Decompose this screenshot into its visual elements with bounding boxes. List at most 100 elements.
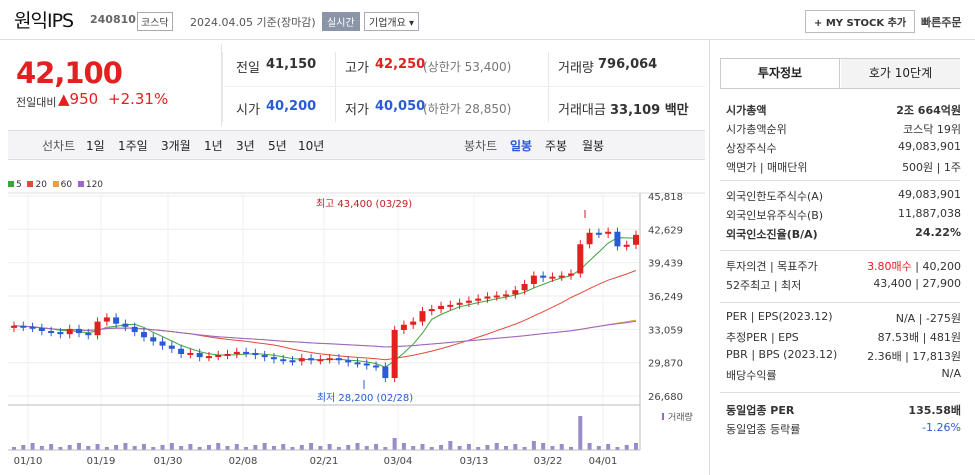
- candle-body: [623, 244, 630, 247]
- info-row: 배당수익률 N/A: [726, 367, 961, 383]
- tab-investment-info[interactable]: 투자정보: [721, 59, 840, 88]
- info-row: 시가총액 2조 664억원: [726, 102, 961, 118]
- volume-bar: [253, 445, 258, 450]
- candle-body: [224, 353, 231, 356]
- period-3m[interactable]: 3개월: [161, 139, 191, 153]
- period-1w[interactable]: 1주일: [118, 139, 148, 153]
- period-5y[interactable]: 5년: [268, 139, 287, 153]
- x-tick-label: 03/04: [384, 456, 413, 467]
- candle-body: [298, 358, 305, 362]
- info-row-value: 3.80매수 | 40,200: [867, 260, 961, 273]
- ma5-line: [13, 237, 637, 368]
- volume-bar: [327, 444, 332, 450]
- price-chart[interactable]: 45,818 42,629 39,439 36,249 33,059 29,870 26,6…: [8, 160, 705, 475]
- period-1y[interactable]: 1년: [204, 139, 223, 153]
- candle-body: [465, 300, 472, 303]
- candle-body: [503, 294, 510, 297]
- change-label: 전일대비: [16, 96, 57, 109]
- candle-body: [205, 356, 212, 359]
- info-row-label: 52주최고 | 최저: [726, 279, 802, 292]
- volume-bar: [318, 446, 323, 450]
- candle-body: [261, 355, 268, 358]
- candle-body: [196, 352, 203, 358]
- info-row-value: N/A: [941, 367, 961, 380]
- volume-bar: [448, 441, 453, 450]
- candle-body: [131, 326, 138, 333]
- stock-header: 원익IPS 240810 코스닥 2024.04.05 기준(장마감) 실시간 …: [0, 0, 975, 40]
- candle-body: [122, 323, 129, 327]
- candle-body: [289, 360, 296, 363]
- volume-bar: [569, 447, 574, 450]
- quick-order-button[interactable]: 빠른주문: [921, 16, 962, 29]
- candle-body: [308, 358, 315, 361]
- candle-body: [103, 317, 110, 322]
- volume-bar: [225, 446, 230, 450]
- prev-value: 41,150: [266, 57, 317, 72]
- candle-body: [85, 333, 92, 336]
- candle-monthly[interactable]: 월봉: [582, 139, 605, 153]
- info-row-label: PBR | BPS (2023.12): [726, 348, 838, 361]
- line-chart-label: 선차트: [42, 139, 76, 153]
- tab-order-book[interactable]: 호가 10단계: [841, 59, 960, 88]
- info-row-value: 24.22%: [915, 226, 961, 239]
- panel-divider: [720, 392, 960, 393]
- volume-bar: [39, 446, 44, 450]
- volume-bar: [123, 443, 128, 450]
- volume-bar: [104, 447, 109, 450]
- volume-bar: [197, 447, 202, 450]
- info-row-label: 동일업종 등락률: [726, 423, 801, 436]
- my-stock-add-button[interactable]: + MY STOCK 추가: [805, 10, 916, 33]
- info-row-value: 49,083,901: [898, 188, 961, 201]
- company-info-label: 기업개요: [369, 18, 406, 29]
- volume-bar: [411, 446, 416, 450]
- candle-body: [493, 295, 500, 298]
- low-value: 40,050: [375, 99, 426, 114]
- period-3y[interactable]: 3년: [236, 139, 255, 153]
- y-tick-label: 39,439: [648, 259, 683, 270]
- info-row-value: 49,083,901: [898, 140, 961, 153]
- divider: [335, 52, 336, 122]
- candle-body: [94, 321, 101, 336]
- volume-bar: [169, 443, 174, 450]
- candle-body: [113, 317, 120, 324]
- realtime-button[interactable]: 실시간: [322, 12, 360, 31]
- candle-body: [373, 365, 380, 368]
- divider: [222, 52, 223, 122]
- candle-body: [270, 357, 277, 360]
- candle-body: [150, 337, 157, 342]
- info-row: 투자의견 | 목표주가 3.80매수 | 40,200: [726, 258, 961, 274]
- period-1d[interactable]: 1일: [86, 139, 105, 153]
- volume-bar: [271, 446, 276, 450]
- candle-body: [530, 275, 537, 284]
- period-10y[interactable]: 10년: [298, 139, 325, 153]
- candle-body: [428, 309, 435, 312]
- ma120-line: [13, 320, 637, 348]
- volume-bar: [383, 447, 388, 450]
- amount-label: 거래대금: [558, 103, 606, 118]
- info-row-value: 87.53배 | 481원: [877, 331, 961, 344]
- y-tick-label: 42,629: [648, 225, 683, 236]
- volume-bar: [513, 444, 518, 450]
- panel-divider: [720, 180, 960, 181]
- x-tick-label: 03/22: [534, 456, 563, 467]
- candle-body: [280, 359, 287, 362]
- quote-hline: [222, 86, 705, 87]
- y-tick-label: 33,059: [648, 325, 683, 336]
- info-row: 외국인소진율(B/A) 24.22%: [726, 226, 961, 242]
- info-row-value: 코스닥 19위: [903, 123, 961, 136]
- volume-bar: [30, 443, 35, 450]
- x-tick-label: 03/13: [460, 456, 489, 467]
- y-tick-label: 29,870: [648, 359, 683, 370]
- candle-body: [233, 351, 240, 354]
- info-row-value: 135.58배: [908, 404, 961, 417]
- candle-body: [549, 276, 556, 279]
- candle-body: [419, 311, 426, 322]
- open-value: 40,200: [266, 99, 317, 114]
- candle-weekly[interactable]: 주봉: [545, 139, 568, 153]
- company-info-dropdown[interactable]: 기업개요 ▾: [364, 12, 420, 31]
- candle-daily[interactable]: 일봉: [510, 139, 533, 153]
- volume-bar: [522, 447, 527, 450]
- info-row: 액면가 | 매매단위 500원 | 1주: [726, 159, 961, 175]
- info-row: 52주최고 | 최저 43,400 | 27,900: [726, 277, 961, 293]
- chevron-down-icon: ▾: [409, 18, 415, 29]
